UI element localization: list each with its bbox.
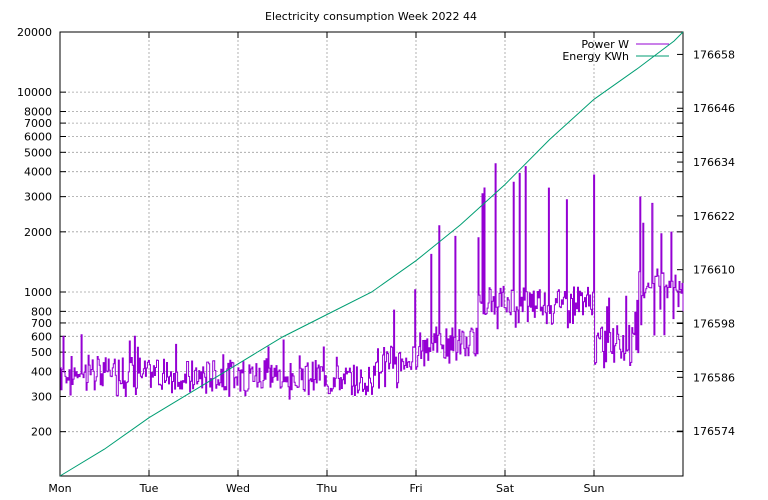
x-tick-label: Wed (226, 482, 250, 495)
right-tick-label: 176658 (693, 48, 735, 61)
right-tick-label: 176646 (693, 102, 735, 115)
left-tick-label: 6000 (24, 130, 52, 143)
left-tick-label: 5000 (24, 146, 52, 159)
left-tick-label: 500 (31, 346, 52, 359)
right-tick-label: 176586 (693, 371, 735, 384)
left-tick-label: 8000 (24, 106, 52, 119)
grid-layer (60, 31, 683, 476)
left-tick-label: 7000 (24, 117, 52, 130)
left-tick-label: 2000 (24, 226, 52, 239)
x-tick-label: Mon (48, 482, 71, 495)
right-tick-label: 176622 (693, 210, 735, 223)
left-tick-label: 1000 (24, 286, 52, 299)
x-tick-label: Tue (139, 482, 159, 495)
left-tick-label: 4000 (24, 166, 52, 179)
left-tick-label: 400 (31, 366, 52, 379)
x-tick-label: Thu (316, 482, 338, 495)
legend: Power W Energy KWh (562, 38, 669, 63)
chart-title: Electricity consumption Week 2022 44 (265, 10, 477, 23)
right-tick-label: 176598 (693, 318, 735, 331)
right-tick-label: 176634 (693, 156, 735, 169)
x-tick-label: Sat (496, 482, 515, 495)
right-tick-label: 176610 (693, 264, 735, 277)
series-power-line (60, 163, 684, 400)
series-layer (59, 31, 684, 477)
x-tick-label: Fri (409, 482, 422, 495)
x-tick-label: Sun (584, 482, 605, 495)
left-tick-label: 200 (31, 426, 52, 439)
right-axis-ticks: 176574 176586 176598 176610 176622 176634 1766… (677, 48, 735, 438)
left-tick-label: 600 (31, 330, 52, 343)
left-tick-label: 10000 (17, 86, 52, 99)
left-tick-label: 3000 (24, 191, 52, 204)
plot-frame (59, 31, 684, 477)
series-energy-line (59, 31, 684, 477)
left-tick-label: 700 (31, 317, 52, 330)
legend-label-energy: Energy KWh (562, 50, 629, 63)
legend-label-power: Power W (581, 38, 629, 51)
left-tick-label: 20000 (17, 26, 52, 39)
x-axis-ticks: Mon Tue Wed Thu Fri Sat Sun (48, 32, 604, 495)
right-tick-label: 176574 (693, 425, 735, 438)
left-tick-label: 800 (31, 305, 52, 318)
left-tick-label: 300 (31, 390, 52, 403)
